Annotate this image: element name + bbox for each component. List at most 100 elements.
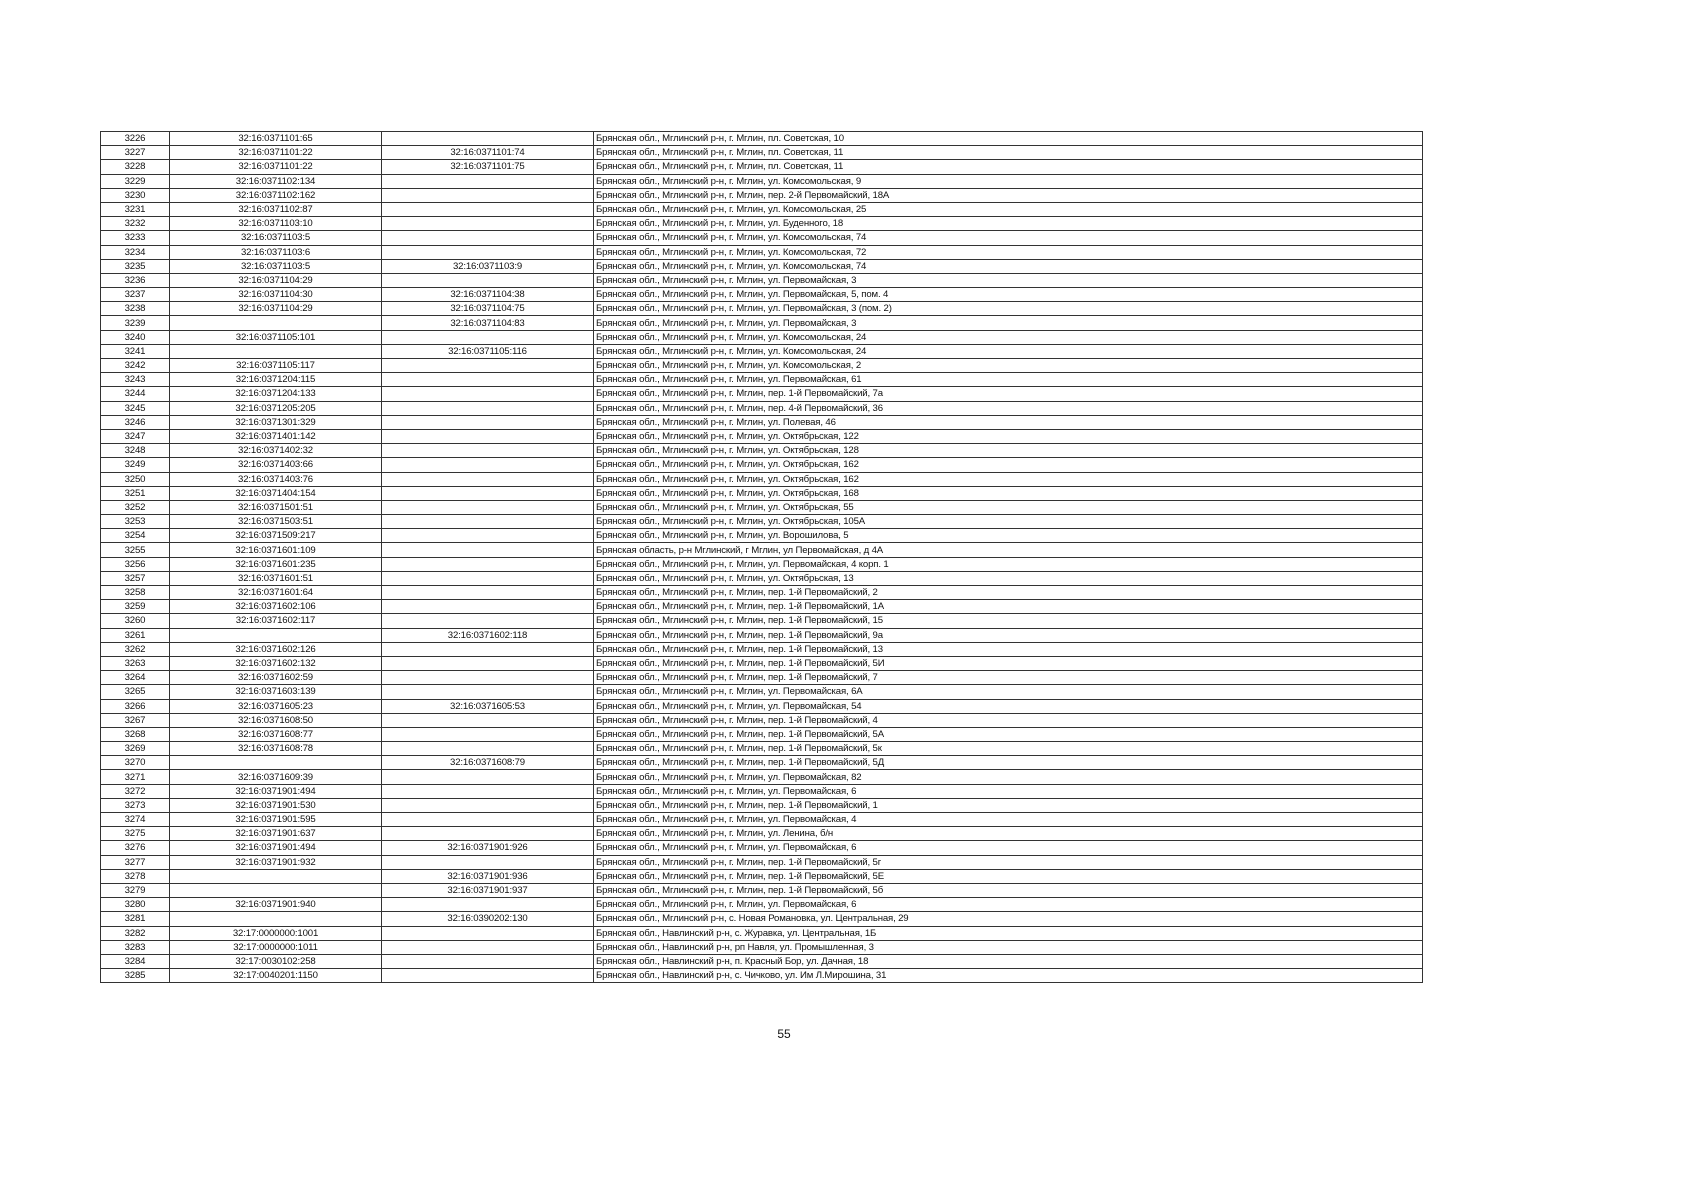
cadastral-number-cell: 32:16:0371602:132	[169, 655, 382, 672]
address-cell: Брянская обл., Мглинский р-н, г. Мглин, …	[593, 315, 1423, 331]
row-number-cell: 3276	[100, 840, 170, 856]
table-row: 3234 32:16:0371103:6 Брянская обл., Мглинс…	[100, 244, 1423, 260]
address-cell: Брянская обл., Мглинский р-н, г. Мглин, …	[593, 811, 1423, 828]
cadastral-number-cell: 32:16:0371609:39	[169, 769, 382, 785]
address-cell: Брянская обл., Мглинский р-н, г. Мглин, …	[593, 201, 1423, 218]
table-row: 3270 32:16:0371608:79 Брянская обл., Мглин…	[100, 755, 1423, 771]
related-cadastral-number-cell	[381, 457, 594, 473]
table-row: 3283 32:17:0000000:1011 Брянская обл., Нав…	[100, 939, 1423, 955]
related-cadastral-number-cell	[381, 811, 594, 828]
cadastral-number-cell: 32:16:0371901:595	[169, 811, 382, 828]
related-cadastral-number-cell	[381, 953, 594, 970]
table-row: 3245 32:16:0371205:205 Брянская обл., Мгли…	[100, 400, 1423, 416]
row-number-cell: 3247	[100, 428, 170, 445]
row-number-cell: 3246	[100, 414, 170, 430]
cadastral-number-cell: 32:16:0371102:87	[169, 201, 382, 218]
address-cell: Брянская обл., Мглинский р-н, г. Мглин, …	[593, 755, 1423, 771]
table-row: 3279 32:16:0371901:937 Брянская обл., Мгли…	[100, 882, 1423, 899]
related-cadastral-number-cell: 32:16:0371104:75	[381, 301, 594, 317]
row-number-cell: 3270	[100, 755, 170, 771]
related-cadastral-number-cell	[381, 613, 594, 629]
related-cadastral-number-cell: 32:16:0371901:936	[381, 868, 594, 884]
address-cell: Брянская обл., Мглинский р-н, г. Мглин, …	[593, 897, 1423, 913]
row-number-cell: 3262	[100, 641, 170, 657]
table-row: 3271 32:16:0371609:39 Брянская обл., Мглин…	[100, 769, 1423, 785]
related-cadastral-number-cell: 32:16:0371608:79	[381, 755, 594, 771]
table-row: 3264 32:16:0371602:59 Брянская обл., Мглин…	[100, 670, 1423, 686]
related-cadastral-number-cell	[381, 641, 594, 657]
row-number-cell: 3268	[100, 726, 170, 743]
cadastral-number-cell: 32:16:0371608:78	[169, 741, 382, 757]
cadastral-number-cell: 32:16:0371105:101	[169, 329, 382, 345]
cadastral-number-cell: 32:16:0371602:126	[169, 641, 382, 657]
address-cell: Брянская обл., Мглинский р-н, г. Мглин, …	[593, 741, 1423, 757]
address-cell: Брянская обл., Мглинский р-н, г. Мглин, …	[593, 443, 1423, 459]
table-row: 3244 32:16:0371204:133 Брянская обл., Мгли…	[100, 386, 1423, 402]
cadastral-number-cell: 32:16:0371204:115	[169, 372, 382, 388]
table-row: 3250 32:16:0371403:76 Брянская обл., Мглин…	[100, 471, 1423, 487]
row-number-cell: 3242	[100, 357, 170, 374]
address-cell: Брянская обл., Навлинский р-н, с. Чичков…	[593, 968, 1423, 984]
address-cell: Брянская обл., Мглинский р-н, г. Мглин, …	[593, 173, 1423, 189]
table-row: 3258 32:16:0371601:64 Брянская обл., Мглин…	[100, 584, 1423, 601]
cadastral-number-cell	[169, 868, 382, 884]
related-cadastral-number-cell	[381, 130, 594, 147]
related-cadastral-number-cell	[381, 556, 594, 572]
row-number-cell: 3259	[100, 599, 170, 615]
address-cell: Брянская обл., Мглинский р-н, г. Мглин, …	[593, 499, 1423, 516]
address-cell: Брянская обл., Мглинский р-н, г. Мглин, …	[593, 343, 1423, 360]
table-row: 3267 32:16:0371608:50 Брянская обл., Мглин…	[100, 712, 1423, 728]
cadastral-number-cell: 32:16:0371602:106	[169, 599, 382, 615]
table-row: 3236 32:16:0371104:29 Брянская обл., Мглин…	[100, 272, 1423, 289]
related-cadastral-number-cell	[381, 499, 594, 516]
row-number-cell: 3232	[100, 216, 170, 232]
cadastral-number-cell: 32:17:0000000:1011	[169, 939, 382, 955]
related-cadastral-number-cell: 32:16:0371101:74	[381, 145, 594, 161]
related-cadastral-number-cell	[381, 514, 594, 530]
related-cadastral-number-cell	[381, 400, 594, 416]
row-number-cell: 3250	[100, 471, 170, 487]
related-cadastral-number-cell	[381, 741, 594, 757]
address-cell: Брянская область, р-н Мглинский, г Мглин…	[593, 542, 1423, 558]
address-cell: Брянская обл., Мглинский р-н, г. Мглин, …	[593, 457, 1423, 473]
cadastral-number-cell: 32:16:0371204:133	[169, 386, 382, 402]
cadastral-number-cell	[169, 343, 382, 360]
cadastral-number-cell: 32:16:0371403:66	[169, 457, 382, 473]
table-row: 3227 32:16:0371101:22 32:16:0371101:74 Брян…	[100, 145, 1423, 161]
table-row: 3252 32:16:0371501:51 Брянская обл., Мглин…	[100, 499, 1423, 516]
row-number-cell: 3236	[100, 272, 170, 289]
table-row: 3274 32:16:0371901:595 Брянская обл., Мгли…	[100, 811, 1423, 828]
address-cell: Брянская обл., Мглинский р-н, г. Мглин, …	[593, 599, 1423, 615]
address-cell: Брянская обл., Мглинский р-н, г. Мглин, …	[593, 556, 1423, 572]
cadastral-number-cell	[169, 627, 382, 643]
table-row: 3260 32:16:0371602:117 Брянская обл., Мгли…	[100, 613, 1423, 629]
address-cell: Брянская обл., Мглинский р-н, г. Мглин, …	[593, 528, 1423, 544]
related-cadastral-number-cell	[381, 826, 594, 842]
table-row: 3282 32:17:0000000:1001 Брянская обл., Нав…	[100, 925, 1423, 941]
table-row: 3280 32:16:0371901:940 Брянская обл., Мгли…	[100, 897, 1423, 913]
row-number-cell: 3257	[100, 570, 170, 587]
related-cadastral-number-cell	[381, 769, 594, 785]
related-cadastral-number-cell: 32:16:0390202:130	[381, 911, 594, 927]
row-number-cell: 3284	[100, 953, 170, 970]
table-row: 3276 32:16:0371901:494 32:16:0371901:926 Бр…	[100, 840, 1423, 856]
address-cell: Брянская обл., Мглинский р-н, г. Мглин, …	[593, 329, 1423, 345]
row-number-cell: 3275	[100, 826, 170, 842]
row-number-cell: 3265	[100, 684, 170, 700]
cadastral-number-cell: 32:16:0371401:142	[169, 428, 382, 445]
row-number-cell: 3274	[100, 811, 170, 828]
row-number-cell: 3253	[100, 514, 170, 530]
related-cadastral-number-cell	[381, 230, 594, 246]
related-cadastral-number-cell	[381, 443, 594, 459]
table-row: 3240 32:16:0371105:101 Брянская обл., Мгли…	[100, 329, 1423, 345]
cadastral-number-cell: 32:16:0371102:134	[169, 173, 382, 189]
table-row: 3275 32:16:0371901:637 Брянская обл., Мгли…	[100, 826, 1423, 842]
related-cadastral-number-cell: 32:16:0371104:83	[381, 315, 594, 331]
related-cadastral-number-cell	[381, 570, 594, 587]
cadastral-number-cell: 32:16:0371404:154	[169, 485, 382, 501]
cadastral-number-cell: 32:16:0371603:139	[169, 684, 382, 700]
cadastral-number-cell: 32:17:0030102:258	[169, 953, 382, 970]
cadastral-number-cell: 32:16:0371103:5	[169, 258, 382, 274]
row-number-cell: 3231	[100, 201, 170, 218]
cadastral-number-cell: 32:16:0371102:162	[169, 187, 382, 203]
